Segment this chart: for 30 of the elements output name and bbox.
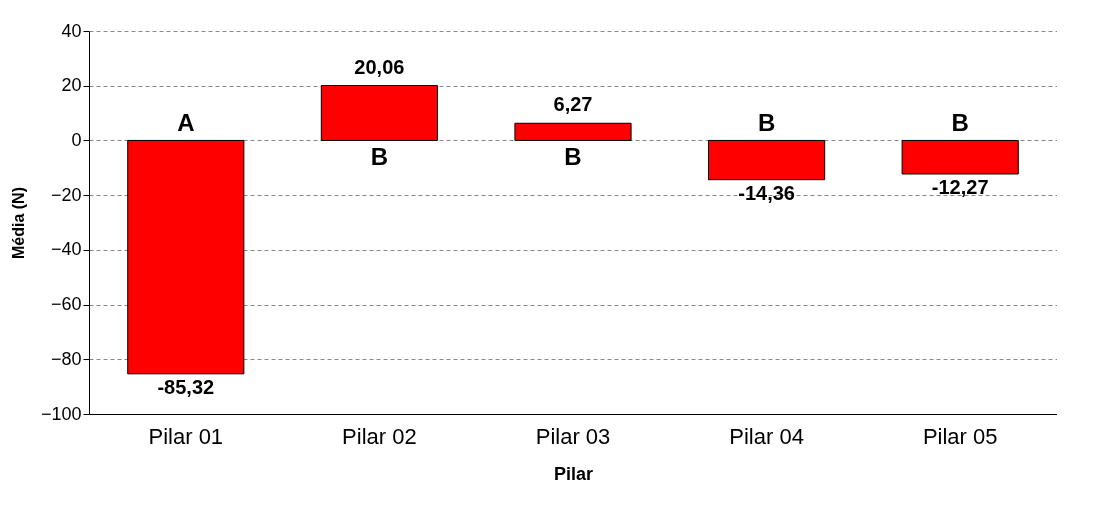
x-tick-label: Pilar 02 xyxy=(342,423,417,449)
x-tick-label: Pilar 03 xyxy=(535,423,611,449)
y-tick-label: −100 xyxy=(40,403,82,424)
bar xyxy=(901,139,1019,175)
text: -14,36 xyxy=(738,181,795,204)
y-axis-title: Média (N) xyxy=(9,187,27,259)
annotation: B xyxy=(951,109,969,137)
text: 6,27 xyxy=(553,93,593,116)
text: -12,27 xyxy=(931,176,989,198)
bar xyxy=(320,85,438,141)
bar xyxy=(127,139,245,375)
y-tick-label: 20 xyxy=(61,75,82,96)
x-tick-label: Pilar 04 xyxy=(729,423,804,449)
y-tick-label: 40 xyxy=(61,20,82,41)
annotation: B xyxy=(757,109,776,137)
annotation: B xyxy=(370,143,389,171)
y-tick-label: −60 xyxy=(50,294,82,315)
annotation: B xyxy=(564,143,582,171)
annotation: A xyxy=(177,109,195,137)
bar xyxy=(708,139,826,181)
y-tick-label: −20 xyxy=(50,184,82,205)
x-axis-title: Pilar xyxy=(553,463,594,484)
text: 20,06 xyxy=(354,55,405,78)
x-tick-label: Pilar 05 xyxy=(922,423,998,449)
text: -85,32 xyxy=(157,375,215,398)
bar xyxy=(514,122,632,141)
y-tick-label: −80 xyxy=(50,348,82,369)
y-tick-label: 0 xyxy=(71,129,82,150)
y-tick-label: −40 xyxy=(50,239,82,260)
x-tick-label: Pilar 01 xyxy=(148,423,224,449)
